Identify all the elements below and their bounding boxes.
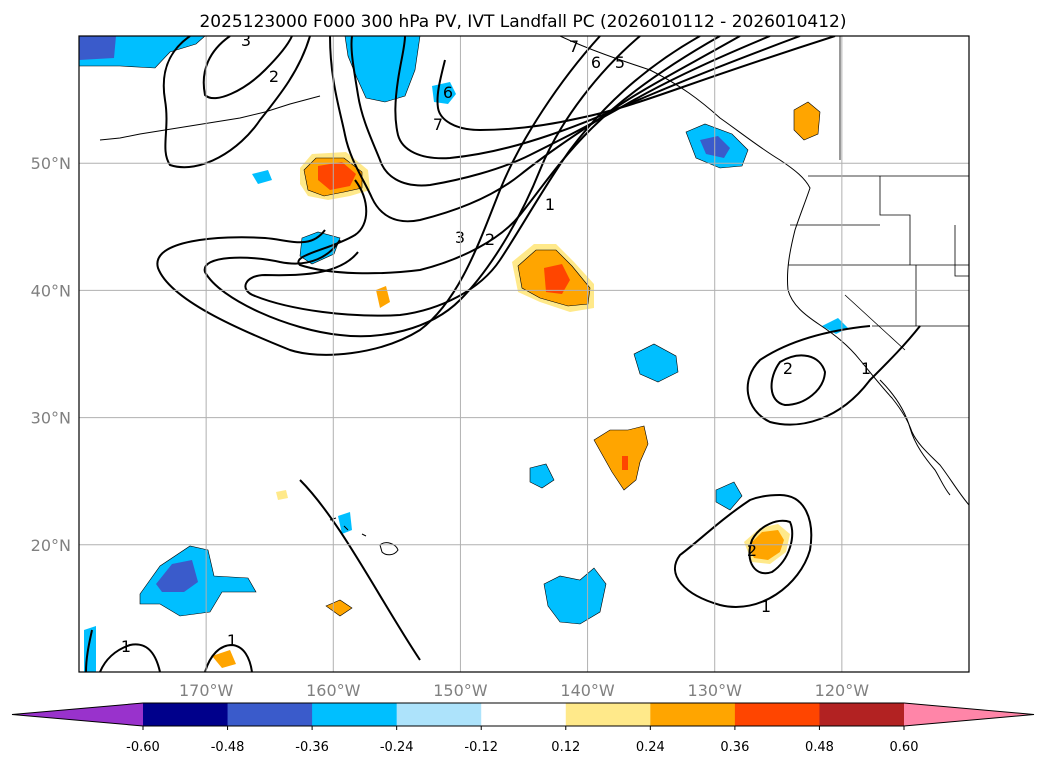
pv-contour-3 [297,36,721,275]
colorbar-tick-label: -0.48 [211,740,245,755]
pv-contour-6 [350,36,771,187]
colorbar-bin [565,703,651,726]
colorbar-tick-label: 0.60 [890,740,919,755]
colorbar-tick-label: -0.60 [126,740,160,755]
pv-contour-nw-3 [202,36,293,100]
pv-contour-south-1 [674,493,813,608]
pv-contour-7 [394,36,801,160]
colorbar-tick-label: -0.12 [464,740,498,755]
pos-anomaly-small-3 [325,599,353,617]
colorbar-bin [227,703,313,726]
graticule [79,36,969,672]
longitude-tick-label: 130°W [688,681,743,700]
pos-anomaly-subtropical [593,425,649,491]
contour-label-1: 1 [545,195,555,214]
neg-anomaly-nw-corner-core [79,36,116,60]
colorbar-tick-label: -0.24 [380,740,414,755]
north-america-coast [559,36,969,506]
pv-contour-sw-1 [99,643,161,672]
longitude-tick-label: 160°W [306,681,361,700]
pos-anomaly-subtropical-core [622,456,628,470]
colorbar-tick-label: -0.36 [295,740,329,755]
figure-title: 2025123000 F000 300 hPa PV, IVT Landfall… [199,12,846,32]
latitude-tick-label: 30°N [31,409,71,428]
neg-anomaly-small-4 [715,481,743,511]
contour-label-2: 2 [485,230,495,249]
colorbar-bin [143,703,229,726]
contour-label-2-nw: 2 [269,67,279,86]
contour-label-1-sw-b: 1 [227,631,237,650]
map: 1 2 3 5 6 7 2 3 7 6 2 1 2 1 1 1 [78,31,970,673]
baja-california [879,379,951,496]
colorbar-tick-labels: -0.60 -0.48 -0.36 -0.24 -0.12 0.12 0.24 0.36 0.4… [126,726,918,755]
state-borders [788,176,969,351]
longitude-tick-label: 140°W [560,681,615,700]
contour-label-6-b: 6 [443,83,453,102]
longitude-tick-labels: 170°W 160°W 150°W 140°W 130°W 120°W [179,681,869,700]
neg-anomaly-hawaii [338,512,352,534]
latitude-tick-label: 40°N [31,281,71,300]
pv-contour-2b [244,36,701,317]
aleutian-islands [99,95,321,141]
pv-contour-2a [203,36,641,338]
colorbar-tick-label: 0.36 [720,740,749,755]
colorbar-bin [819,703,905,726]
latitude-tick-label: 20°N [31,536,71,555]
colorbar-bin [650,703,736,726]
colorbar-bin [396,703,482,726]
pos-anomaly-central-core [544,264,570,294]
neg-anomaly-sw [139,545,257,617]
neg-anomaly-sw-core [156,560,198,592]
neg-anomaly-gulf-alaska [344,36,421,103]
colorbar-bin [481,703,567,726]
contour-label-5: 5 [615,53,625,72]
pv-contour-1 [156,36,601,661]
map-frame [78,35,970,673]
colorbar-extend-low [12,703,143,726]
pv-contour-west-2 [770,354,827,407]
contour-label-2-south: 2 [747,541,757,560]
latitude-tick-labels: 50°N 40°N 30°N 20°N [31,154,71,555]
longitude-tick-label: 150°W [433,681,488,700]
pos-anomaly-north-pacific-core [318,162,356,190]
contour-label-6: 6 [591,53,601,72]
colorbar-tick-label: 0.12 [551,740,580,755]
pv-contours [85,36,921,672]
pv-contour-west [746,325,921,426]
latitude-tick-label: 50°N [31,154,71,173]
pv-contour-sw-2 [204,643,253,672]
neg-anomaly-small-3 [529,463,555,489]
contour-label-1-west: 1 [861,359,871,378]
pos-anomaly-small-4 [212,650,236,668]
colorbar-tick-label: 0.24 [636,740,665,755]
colorbar-tick-label: 0.48 [805,740,834,755]
longitude-tick-label: 120°W [815,681,870,700]
colorbar-bin [312,703,398,726]
pos-anomaly-small-2 [276,490,288,500]
colorbar-bin [734,703,820,726]
pv-contour-labels: 1 2 3 5 6 7 2 3 7 6 2 1 2 1 1 1 [121,31,871,656]
pv-contour-south-2 [748,520,794,575]
neg-anomaly-small-1 [252,170,272,184]
contour-label-1-sw: 1 [121,637,131,656]
pv-contour-5 [329,36,741,223]
neg-anomaly-mid-pacific [633,343,679,383]
longitude-tick-label: 170°W [179,681,234,700]
contour-label-1-south: 1 [761,597,771,616]
pos-anomaly-ak-interior [793,101,821,141]
contour-label-7: 7 [569,37,579,56]
pv-contour-nw-2 [162,36,311,169]
contour-label-2-west: 2 [783,359,793,378]
neg-anomaly-south [543,567,607,625]
contour-label-3-nw: 3 [241,31,251,50]
contour-label-7-b: 7 [433,115,443,134]
pv-contour-8 [436,36,836,132]
pv-contour-sw-3 [85,629,93,672]
political-borders [788,36,969,351]
pos-anomaly-small-1 [376,286,390,308]
colorbar [11,702,1035,727]
colorbar-extend-high [904,703,1034,726]
